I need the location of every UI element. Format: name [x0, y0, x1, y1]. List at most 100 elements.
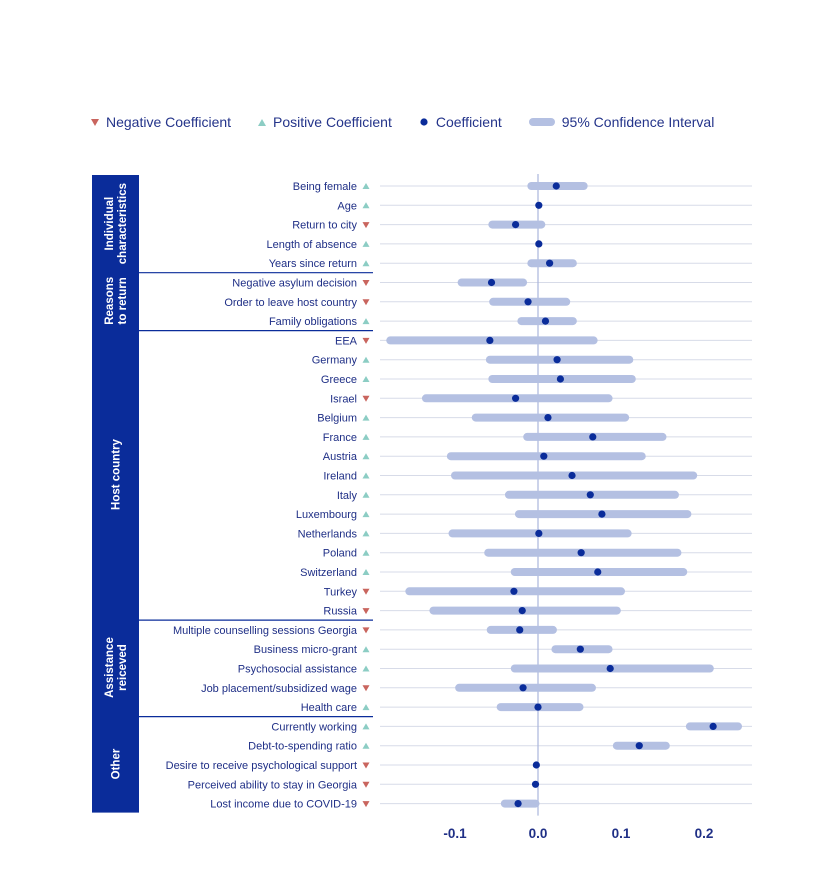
row-label: Health care: [301, 702, 357, 714]
coefficient-point: [534, 703, 542, 711]
row-label: Currently working: [271, 721, 357, 733]
row-label: Russia: [323, 606, 358, 618]
legend: Negative Coefficient Positive Coefficien…: [90, 112, 740, 132]
down-triangle-icon: [91, 119, 99, 126]
positive-marker: [362, 723, 370, 730]
positive-marker: [362, 318, 370, 325]
group-label-line: Host country: [111, 438, 123, 510]
negative-marker: [362, 627, 370, 634]
row-label: Belgium: [317, 413, 357, 425]
positive-marker: [362, 453, 370, 460]
coefficient-point: [546, 259, 554, 267]
legend-positive: Positive Coefficient: [257, 114, 392, 130]
positive-marker: [362, 260, 370, 267]
positive-marker: [362, 202, 370, 209]
row-label: Order to leave host country: [224, 297, 357, 309]
positive-marker: [362, 472, 370, 479]
negative-marker: [362, 762, 370, 769]
negative-marker: [362, 222, 370, 229]
coefficient-point: [552, 182, 560, 190]
coefficient-point: [544, 414, 552, 422]
row-label: Multiple counselling sessions Georgia: [173, 625, 358, 637]
group-label-line: characteristics: [117, 183, 129, 264]
dot-icon: [420, 118, 428, 126]
coefficient-point: [487, 278, 496, 287]
group-label: Host country: [111, 438, 123, 510]
row-label: Debt-to-spending ratio: [248, 741, 357, 753]
coefficient-point: [568, 471, 576, 480]
positive-marker: [362, 376, 370, 382]
x-tick-label: 0.0: [529, 826, 548, 841]
coefficient-point: [594, 568, 602, 576]
row-label: Return to city: [292, 220, 357, 232]
positive-marker: [362, 530, 370, 537]
coefficient-point: [511, 394, 520, 402]
row-label: Being female: [293, 181, 357, 193]
row-label: Length of absence: [266, 239, 357, 251]
group-label-line: reiceved: [117, 644, 129, 691]
row-label: Business micro-grant: [254, 644, 357, 656]
row-label: Italy: [337, 490, 358, 502]
group-label-line: to return: [117, 277, 129, 324]
x-tick-label: -0.1: [443, 826, 467, 841]
row-label: Family obligations: [269, 316, 358, 328]
row-label: Psychosocial assistance: [238, 664, 357, 676]
row-label: Netherlands: [298, 528, 358, 540]
coefficient-point: [535, 529, 543, 538]
legend-coefficient: Coefficient: [418, 114, 502, 130]
group-panel: [92, 175, 139, 273]
row-label: Job placement/subsidized wage: [201, 683, 357, 695]
row-label: Desire to receive psychological support: [166, 760, 357, 772]
legend-ci-label: 95% Confidence Interval: [561, 114, 715, 130]
row-label: Years since return: [269, 258, 357, 270]
group-label: Assistancereiceved: [104, 637, 129, 698]
coefficient-point: [532, 761, 540, 769]
coefficient-point: [635, 742, 643, 750]
positive-marker: [362, 704, 370, 711]
coefficient-point: [510, 587, 518, 595]
group-label-line: Assistance: [104, 637, 116, 698]
row-label: Age: [337, 200, 357, 212]
row-label: Turkey: [324, 586, 358, 598]
row-label: Negative asylum decision: [232, 278, 357, 290]
positive-marker: [362, 183, 370, 189]
legend-positive-label: Positive Coefficient: [273, 114, 392, 130]
coefficient-point: [535, 240, 543, 248]
coefficient-point: [486, 336, 494, 344]
coefficient-point: [598, 510, 606, 518]
group-label: Individualcharacteristics: [104, 183, 129, 264]
coefficient-point: [518, 607, 526, 615]
row-label: France: [323, 432, 357, 444]
positive-marker: [362, 742, 370, 749]
legend-negative: Negative Coefficient: [90, 114, 231, 130]
group-panel: [92, 715, 139, 813]
coefficient-point: [511, 221, 520, 229]
coefficient-point: [531, 780, 540, 788]
coefficient-point: [524, 298, 532, 306]
row-label: Ireland: [323, 471, 357, 483]
group-panel: [92, 618, 139, 717]
coefficient-point: [577, 549, 585, 557]
legend-negative-label: Negative Coefficient: [106, 114, 232, 130]
legend-ci: 95% Confidence Interval: [528, 114, 715, 130]
x-tick-label: 0.1: [612, 826, 631, 841]
coefficient-point: [541, 317, 550, 325]
coefficient-point: [709, 722, 717, 731]
coefficient-point: [556, 375, 565, 383]
positive-marker: [362, 569, 370, 575]
group-label: Reasonsto return: [104, 277, 129, 325]
negative-marker: [362, 781, 370, 788]
coefficient-point: [540, 452, 548, 460]
row-label: Switzerland: [300, 567, 357, 579]
coefficient-point: [516, 626, 524, 634]
positive-marker: [362, 646, 370, 653]
bar-icon: [528, 118, 555, 126]
positive-marker: [362, 433, 370, 440]
negative-marker: [362, 588, 370, 595]
row-label: Austria: [323, 451, 358, 463]
coefficient-point: [519, 684, 527, 692]
group-label-line: Reasons: [104, 277, 116, 325]
row-label: Luxembourg: [296, 509, 357, 521]
group-label-line: Individual: [104, 197, 116, 251]
